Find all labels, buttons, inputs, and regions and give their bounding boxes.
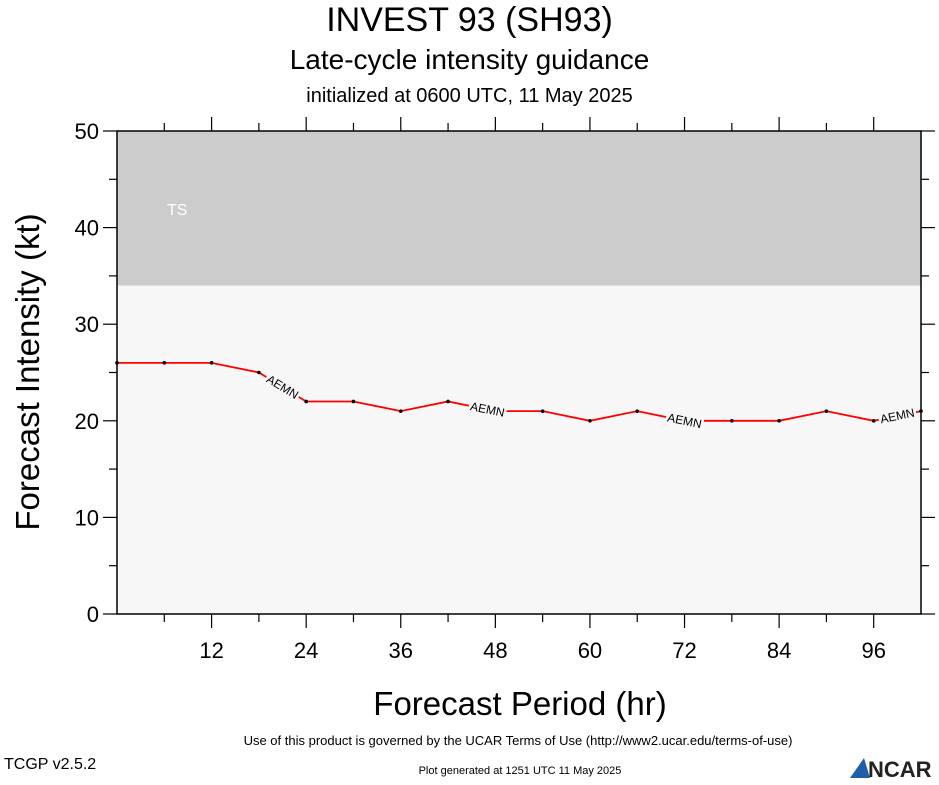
- x-tick-label: 24: [294, 638, 318, 663]
- x-tick-label: 96: [861, 638, 885, 663]
- series-label-bg: [664, 410, 705, 431]
- data-point: [730, 419, 734, 423]
- y-tick-label: 20: [75, 409, 99, 434]
- ncar-logo-mark: NCAR: [850, 757, 932, 782]
- terms-of-use-notice: Use of this product is governed by the U…: [243, 733, 793, 748]
- series-label: AEMN: [879, 406, 916, 427]
- data-point: [871, 419, 876, 423]
- aemn-line: [117, 361, 922, 422]
- y-tick-label: 30: [75, 312, 99, 337]
- x-tick-label: 84: [767, 638, 791, 663]
- ts-band: [117, 131, 921, 286]
- y-tick-label: 10: [75, 505, 99, 530]
- y-tick-label: 40: [75, 216, 99, 241]
- x-axis-label: Forecast Period (hr): [373, 685, 667, 722]
- x-tick-label: 48: [483, 638, 507, 663]
- chart-title: INVEST 93 (SH93): [326, 1, 613, 39]
- series-label-bg: [263, 371, 303, 403]
- data-point: [777, 419, 781, 423]
- data-point: [209, 361, 214, 365]
- data-point: [635, 409, 640, 413]
- initialization-time: initialized at 0600 UTC, 11 May 2025: [306, 85, 633, 107]
- x-tick-label: 36: [389, 638, 413, 663]
- data-point: [351, 399, 356, 404]
- version-label: TCGP v2.5.2: [4, 756, 97, 773]
- data-point: [115, 361, 119, 365]
- series-label-bg: [877, 405, 918, 426]
- y-tick-label: 50: [75, 119, 99, 144]
- x-tick-label: 72: [672, 638, 696, 663]
- ncar-logo: NCAR: [850, 752, 938, 785]
- y-axis-label: Forecast Intensity (kt): [9, 213, 46, 531]
- x-tick-label: 60: [578, 638, 602, 663]
- data-point: [540, 409, 545, 413]
- y-tick-label: 0: [87, 602, 99, 627]
- data-point: [162, 361, 167, 365]
- data-point: [588, 419, 592, 423]
- ts-band-label: TS: [167, 202, 187, 219]
- data-point: [304, 399, 308, 404]
- series-label: AEMN: [666, 410, 703, 431]
- data-point: [257, 370, 261, 375]
- series-label: AEMN: [469, 399, 506, 420]
- chart-subtitle: Late-cycle intensity guidance: [289, 44, 650, 75]
- data-point: [919, 409, 923, 413]
- generation-timestamp: Plot generated at 1251 UTC 11 May 2025: [418, 765, 622, 777]
- data-point: [398, 409, 403, 413]
- data-point: [446, 399, 450, 404]
- data-point: [824, 409, 829, 413]
- series-label-bg: [467, 398, 508, 420]
- ncar-logo-text: NCAR: [868, 757, 932, 780]
- x-tick-label: 12: [199, 638, 223, 663]
